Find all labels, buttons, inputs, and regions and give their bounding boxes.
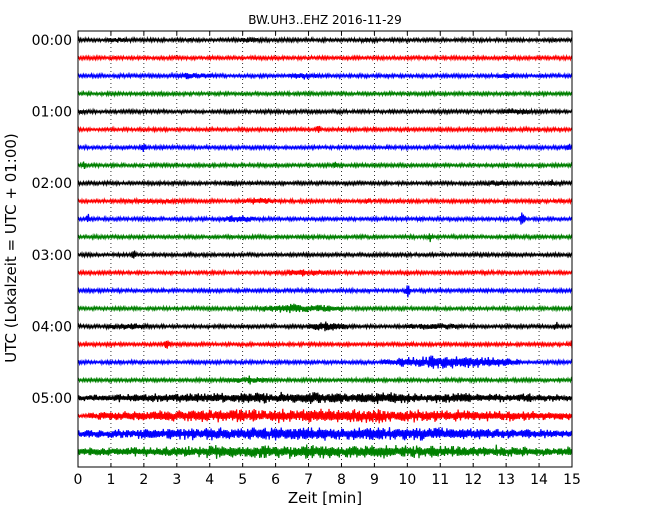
x-axis-ticks: 0 1 2 3 4 5 6 7 8 9 10 11 12 13 14 15 bbox=[74, 31, 581, 488]
y-tick-label: 00:00 bbox=[32, 33, 72, 49]
y-tick-label: 02:00 bbox=[32, 176, 72, 192]
trace-line-6 bbox=[77, 143, 573, 152]
trace-line-0 bbox=[77, 35, 573, 45]
x-tick-label: 9 bbox=[370, 472, 379, 488]
y-axis-ticks: 00:00 01:00 02:00 03:00 04:00 05:00 bbox=[32, 33, 572, 407]
trace-line-15 bbox=[77, 303, 573, 314]
chart-title: BW.UH3..EHZ 2016-11-29 bbox=[248, 13, 402, 27]
x-tick-label: 11 bbox=[431, 472, 449, 488]
trace-line-20 bbox=[77, 391, 573, 405]
trace-line-2 bbox=[77, 71, 573, 80]
x-tick-label: 6 bbox=[271, 472, 280, 488]
trace-line-7 bbox=[77, 161, 573, 170]
y-axis-label: UTC (Lokalzeit = UTC + 01:00) bbox=[2, 133, 20, 363]
trace-line-17 bbox=[77, 340, 573, 349]
x-tick-label: 14 bbox=[530, 472, 548, 488]
trace-line-9 bbox=[77, 196, 573, 206]
trace-line-12 bbox=[77, 250, 573, 259]
trace-line-8 bbox=[77, 179, 573, 188]
x-tick-label: 12 bbox=[464, 472, 482, 488]
trace-line-21 bbox=[77, 408, 573, 424]
x-tick-label: 5 bbox=[238, 472, 247, 488]
trace-line-4 bbox=[77, 107, 573, 116]
x-tick-label: 0 bbox=[74, 472, 83, 488]
x-tick-label: 8 bbox=[337, 472, 346, 488]
trace-line-16 bbox=[77, 321, 573, 332]
x-axis-label: Zeit [min] bbox=[288, 489, 362, 507]
y-tick-label: 03:00 bbox=[32, 248, 72, 264]
x-tick-label: 3 bbox=[172, 472, 181, 488]
trace-line-11 bbox=[77, 232, 573, 243]
y-tick-label: 04:00 bbox=[32, 319, 72, 335]
trace-line-23 bbox=[77, 444, 573, 459]
x-tick-label: 4 bbox=[205, 472, 214, 488]
trace-line-22 bbox=[77, 427, 573, 441]
x-tick-label: 7 bbox=[304, 472, 313, 488]
trace-group bbox=[77, 35, 573, 459]
trace-line-13 bbox=[77, 268, 573, 277]
y-tick-label: 01:00 bbox=[32, 105, 72, 121]
trace-line-19 bbox=[77, 375, 573, 385]
x-tick-label: 1 bbox=[106, 472, 115, 488]
x-tick-label: 10 bbox=[398, 472, 416, 488]
trace-line-5 bbox=[77, 125, 573, 134]
x-tick-label: 2 bbox=[139, 472, 148, 488]
trace-line-14 bbox=[77, 285, 573, 298]
y-tick-label: 05:00 bbox=[32, 391, 72, 407]
trace-line-18 bbox=[77, 355, 573, 369]
x-tick-label: 13 bbox=[497, 472, 515, 488]
x-tick-label: 15 bbox=[563, 472, 581, 488]
vertical-grid bbox=[110, 31, 540, 467]
trace-line-1 bbox=[77, 53, 573, 62]
trace-line-3 bbox=[77, 89, 573, 98]
trace-line-10 bbox=[77, 212, 573, 225]
plot-border bbox=[77, 30, 573, 468]
